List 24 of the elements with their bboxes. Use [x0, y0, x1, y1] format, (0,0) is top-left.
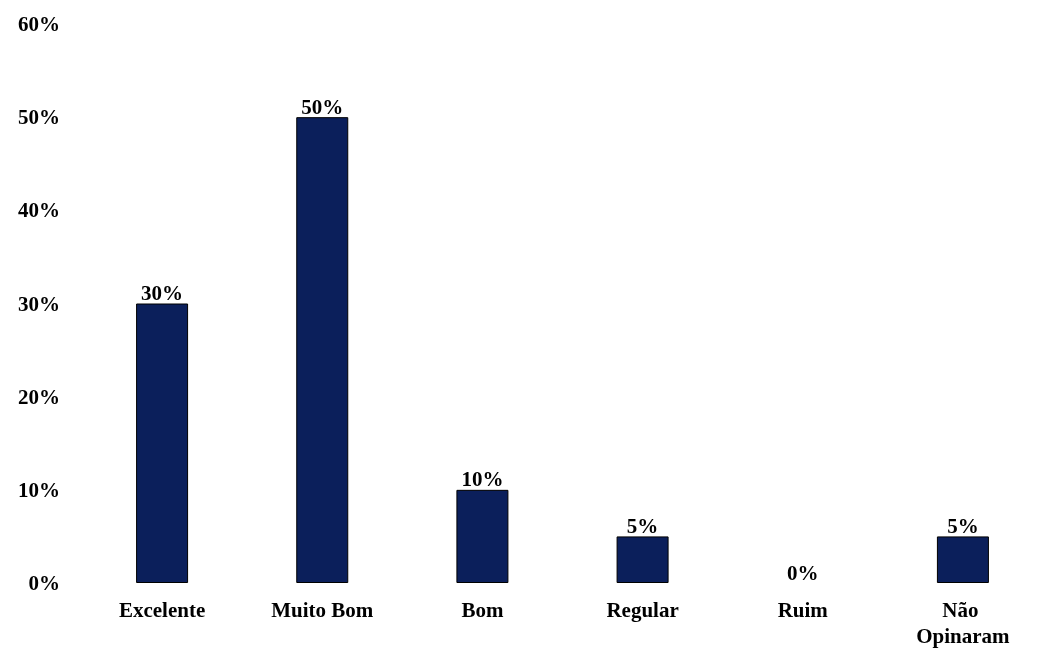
bar	[936, 536, 989, 583]
y-tick-label: 0%	[28, 571, 60, 595]
data-label: 5%	[947, 513, 979, 538]
data-label: 10%	[461, 467, 504, 492]
x-tick-label: Ruim	[777, 598, 829, 622]
bar	[616, 536, 669, 583]
x-tick-label: Não Opinaram	[916, 598, 1011, 648]
y-tick-label: 40%	[18, 198, 60, 223]
x-tick-label: Muito Bom	[271, 598, 374, 622]
bar	[296, 117, 349, 583]
y-tick-label: 30%	[18, 291, 60, 316]
data-label: 5%	[626, 513, 659, 538]
y-tick-label: 60%	[18, 12, 60, 36]
y-tick-label: 50%	[18, 105, 60, 130]
data-label: 30%	[141, 281, 184, 305]
y-tick-label: 20%	[18, 384, 60, 409]
x-tick-label: Excelente	[118, 598, 206, 622]
x-tick-label: Regular	[606, 598, 679, 622]
data-label: 0%	[787, 560, 819, 585]
data-label: 50%	[301, 94, 344, 119]
x-tick-label: Bom	[461, 598, 504, 622]
bar	[136, 303, 189, 583]
bar	[456, 489, 509, 583]
y-tick-label: 10%	[18, 477, 60, 502]
